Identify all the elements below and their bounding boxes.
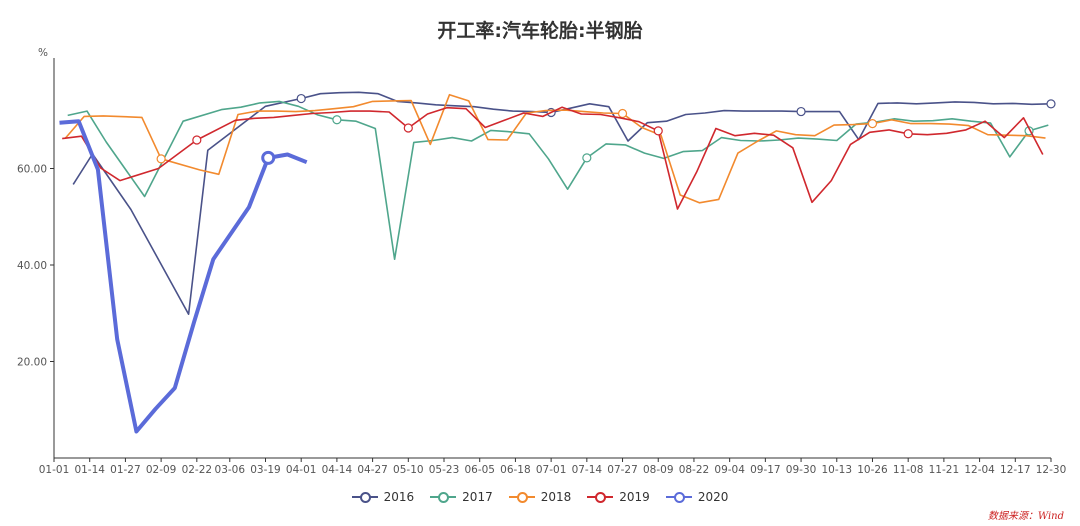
- y-axis-unit: %: [38, 47, 48, 59]
- data-point: [796, 106, 806, 117]
- legend-label: 2018: [540, 490, 572, 504]
- legend-item-2017[interactable]: 2017: [430, 490, 493, 504]
- series-line-2020: [59, 119, 308, 434]
- x-tick-label: 06-05: [464, 464, 495, 476]
- data-point: [192, 135, 202, 145]
- x-tick-label: 04-27: [357, 464, 388, 476]
- x-tick-label: 10-26: [857, 464, 888, 476]
- legend-swatch: [587, 490, 614, 504]
- legend-label: 2020: [697, 490, 729, 504]
- x-tick-label: 04-14: [322, 464, 353, 476]
- legend-label: 2019: [619, 490, 650, 504]
- x-tick-label: 10-13: [822, 464, 853, 476]
- x-tick-label: 03-19: [250, 464, 281, 476]
- legend-swatch: [665, 490, 692, 504]
- legend-item-2020[interactable]: 2020: [665, 490, 729, 504]
- x-tick-label: 11-08: [893, 464, 924, 476]
- x-tick-label: 02-22: [182, 464, 213, 476]
- x-tick-label: 09-17: [750, 464, 781, 476]
- x-tick-label: 04-01: [286, 464, 317, 476]
- legend-swatch: [508, 490, 535, 504]
- x-tick-label: 01-14: [74, 464, 105, 476]
- series-line-2019: [62, 106, 1044, 210]
- data-point: [653, 126, 663, 136]
- x-tick-label: 02-09: [146, 464, 177, 476]
- data-point: [582, 153, 592, 163]
- x-tick-label: 12-30: [1036, 464, 1067, 476]
- series-2017: [67, 100, 1049, 261]
- x-tick-label: 09-04: [714, 464, 745, 476]
- x-tick-label: 08-22: [679, 464, 710, 476]
- x-tick-label: 05-23: [429, 464, 460, 476]
- x-tick-label: 06-18: [500, 464, 531, 476]
- chart-axes: [50, 58, 1052, 462]
- chart-legend: 2016 2017 2018 2019 2020: [0, 490, 1080, 504]
- legend-item-2018[interactable]: 2018: [508, 490, 572, 504]
- x-tick-label: 01-27: [110, 464, 141, 476]
- x-tick-label: 05-10: [393, 464, 424, 476]
- x-tick-label: 03-06: [215, 464, 246, 476]
- legend-label: 2017: [462, 490, 493, 504]
- legend-swatch: [351, 490, 378, 504]
- legend-item-2016[interactable]: 2016: [351, 490, 415, 504]
- series-2019: [62, 106, 1044, 210]
- series-layer: [59, 91, 1056, 434]
- data-point: [261, 150, 276, 165]
- x-tick-label: 07-27: [607, 464, 638, 476]
- data-point: [867, 119, 878, 129]
- series-2016: [72, 91, 1056, 316]
- data-point: [403, 123, 413, 133]
- x-tick-label: 07-14: [572, 464, 603, 476]
- series-line-2016: [72, 91, 1052, 316]
- y-tick-label: 40.00: [17, 260, 47, 272]
- x-tick-label: 12-17: [1000, 464, 1031, 476]
- chart-title: 开工率:汽车轮胎:半钢胎: [437, 20, 643, 42]
- x-tick-label: 08-09: [643, 464, 674, 476]
- legend-item-2019[interactable]: 2019: [587, 490, 650, 504]
- data-point: [1046, 99, 1056, 109]
- data-point: [296, 93, 306, 104]
- y-tick-label: 60.00: [17, 164, 47, 176]
- y-tick-label: 20.00: [17, 357, 47, 369]
- series-line-2017: [67, 100, 1049, 261]
- source-note: 数据来源：Wind: [987, 511, 1064, 522]
- data-point: [332, 115, 342, 125]
- x-tick-label: 11-21: [929, 464, 960, 476]
- x-tick-label: 12-04: [964, 464, 995, 476]
- data-point: [156, 154, 166, 164]
- data-point: [617, 108, 628, 119]
- data-point: [903, 129, 913, 139]
- legend-label: 2016: [383, 490, 415, 504]
- x-tick-label: 01-01: [39, 464, 70, 476]
- tick-labels: % 20.00 40.00 60.00 01-01 01-14 01-27 02-09 02-2…: [17, 47, 1066, 476]
- x-tick-label: 07-01: [536, 464, 567, 476]
- x-tick-label: 09-30: [786, 464, 817, 476]
- series-2020: [59, 119, 308, 434]
- legend-swatch: [430, 490, 457, 504]
